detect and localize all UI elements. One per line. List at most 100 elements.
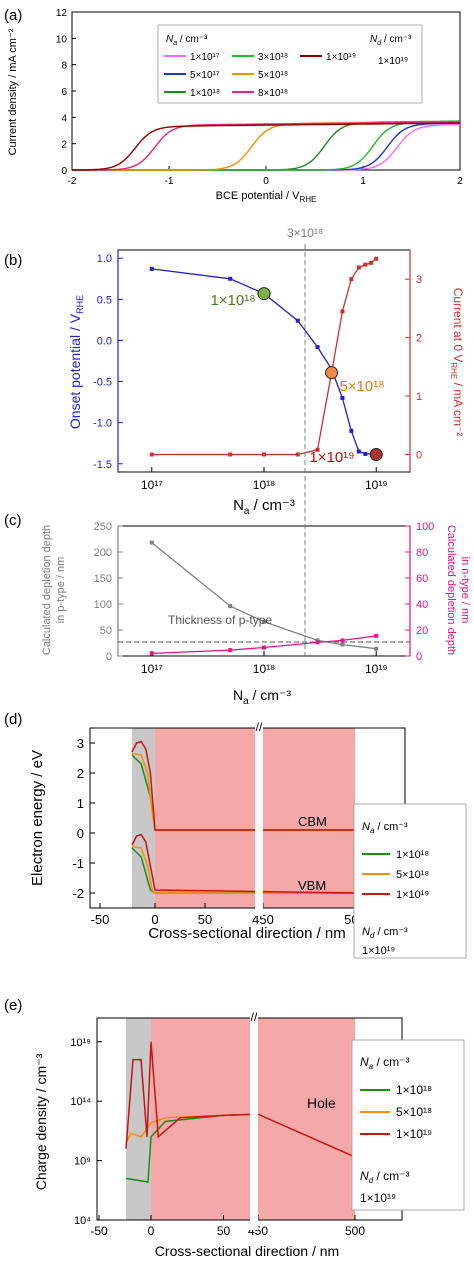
panel-b-highlight-1e19 bbox=[369, 447, 383, 461]
panel-d-axis-break-gap bbox=[255, 718, 263, 916]
panel-c-y-right-tick-label: 80 bbox=[416, 547, 428, 559]
panel-b-x-label: Na / cm⁻³ bbox=[233, 497, 295, 517]
panel-d-y-tick-label: 2 bbox=[77, 766, 84, 781]
panel-c-y-right-tick-label: 60 bbox=[416, 573, 428, 585]
panel-d-legend-box bbox=[353, 803, 467, 959]
panel-e-y-tick-label: 10¹⁹ bbox=[70, 1037, 91, 1049]
panel-d-series bbox=[131, 740, 356, 894]
panel-a-x-ticks: -2 -1 0 1 2 bbox=[68, 166, 463, 187]
panel-b-onset-point bbox=[149, 266, 154, 271]
panel-b-y-left-tick-label: 0.0 bbox=[97, 335, 112, 347]
panel-e-legend-nd-title: Nd / cm⁻³ bbox=[360, 1169, 409, 1185]
panel-a-curve-4 bbox=[72, 121, 460, 171]
panel-b-y-left-tick-label: 1.0 bbox=[97, 253, 112, 265]
panel-d-legend-na-title: Na / cm⁻³ bbox=[362, 821, 408, 835]
panel-c-p-point bbox=[149, 540, 154, 545]
panel-d-legend-entries: 1×10¹⁸ 5×10¹⁸ 1×10¹⁹ bbox=[362, 849, 429, 901]
panel-d-y-tick-label: -2 bbox=[72, 886, 84, 901]
panel-a-y-tick-label: 8 bbox=[61, 61, 67, 72]
panel-a-x-tick-label: 1 bbox=[360, 176, 366, 187]
panel-e-x-tick-label: -50 bbox=[90, 1224, 108, 1238]
panel-c-y-right-label-1: Calculated depletion depth bbox=[445, 525, 457, 655]
panel-c-p-point bbox=[228, 604, 233, 609]
panel-e-x-tick-label: 50 bbox=[217, 1224, 231, 1238]
panel-b-series bbox=[149, 256, 383, 461]
panel-c-series bbox=[118, 540, 410, 656]
panel-b-onset-point bbox=[340, 396, 345, 400]
panel-c-p-point bbox=[374, 646, 379, 651]
panel-a-y-tick-label: 12 bbox=[56, 8, 68, 19]
panel-a-legend-label: 1×10¹⁷ bbox=[190, 52, 220, 63]
panel-e-label: (e) bbox=[4, 997, 22, 1014]
panel-e-axis-break-top: // bbox=[251, 1010, 258, 1024]
panel-a-y-tick-label: 10 bbox=[56, 34, 68, 45]
panel-b-y-left-tick-label: -1.0 bbox=[93, 418, 112, 430]
panel-a-curve-6 bbox=[72, 122, 460, 171]
panel-a-x-tick-label: 2 bbox=[457, 176, 463, 187]
panel-e-legend-box bbox=[351, 1039, 465, 1211]
panel-d-x-label: Cross-sectional direction / nm bbox=[148, 925, 346, 942]
panel-b-annotation-1e18: 1×10¹⁸ bbox=[210, 292, 255, 309]
panel-a-y-ticks: 0 2 4 6 8 10 12 bbox=[56, 8, 76, 177]
panel-d-cbm-label: CBM bbox=[298, 814, 327, 829]
panel-a-legend-label: 1×10¹⁸ bbox=[190, 88, 220, 99]
panel-a-curve-5 bbox=[72, 121, 460, 171]
panel-e-y-label: Charge density / cm⁻³ bbox=[33, 1053, 49, 1190]
panel-d-legend-label: 5×10¹⁸ bbox=[396, 869, 429, 881]
panel-d-legend-label: 1×10¹⁹ bbox=[396, 889, 429, 901]
panel-d-legend-nd-title: Nd / cm⁻³ bbox=[362, 926, 408, 940]
panel-c-n-point bbox=[340, 638, 345, 643]
panel-b-onset-point bbox=[356, 449, 361, 454]
panel-a-y-tick-label: 0 bbox=[61, 166, 67, 177]
panel-b-x-tick-label: 10¹⁸ bbox=[253, 478, 275, 492]
panel-c-y-left-tick-label: 250 bbox=[94, 521, 112, 533]
panel-c-y-left-tick-label: 200 bbox=[94, 547, 112, 559]
panel-c-y-left-tick-label: 100 bbox=[94, 599, 112, 611]
panel-a-legend-nd-value: 1×10¹⁹ bbox=[378, 56, 408, 67]
panel-d-x-tick-label: -50 bbox=[91, 912, 110, 927]
panel-b-current-point bbox=[349, 277, 354, 282]
panel-a-legend-entries: 1×10¹⁷ 5×10¹⁷ 1×10¹⁸ 3×10¹⁸ 5×10¹⁸ 8×10¹⁸ 1×10… bbox=[164, 52, 356, 99]
panel-b-onset-point bbox=[363, 451, 368, 456]
panel-a-y-tick-label: 2 bbox=[61, 140, 67, 151]
panel-d-y-tick-label: -1 bbox=[72, 856, 84, 871]
panel-a-legend-nd-title: Nd / cm⁻³ bbox=[370, 34, 412, 47]
panel-e-p-region bbox=[126, 1018, 151, 1220]
panel-c-n-point bbox=[228, 648, 233, 653]
panel-a-y-tick-label: 6 bbox=[61, 87, 67, 98]
panel-a-legend-na-title: Na / cm⁻³ bbox=[166, 34, 208, 47]
panel-a-legend-label: 3×10¹⁸ bbox=[258, 52, 288, 63]
panel-d-y-tick-label: 3 bbox=[77, 736, 84, 751]
panel-d-vbm-curve bbox=[131, 833, 356, 894]
panel-e-y-tick-label: 10¹⁴ bbox=[70, 1096, 91, 1108]
panel-b-current-point bbox=[228, 452, 233, 457]
panel-c-x-tick-label: 10¹⁹ bbox=[365, 662, 387, 676]
panel-b-annotation-1e19: 1×10¹⁹ bbox=[309, 449, 354, 466]
panel-a-curve-2 bbox=[72, 120, 460, 171]
panel-b-onset-point bbox=[349, 428, 354, 433]
panel-c-y-left-label-2: in p-type / nm bbox=[55, 557, 67, 624]
panel-a-x-tick-label: -1 bbox=[165, 176, 174, 187]
panel-a-x-tick-label: 0 bbox=[263, 176, 269, 187]
panel-c-annotation: Thickness of p-type bbox=[168, 613, 272, 627]
panel-e-x-tick-label: 0 bbox=[148, 1224, 155, 1238]
panel-b-y-right-tick-label: 3 bbox=[416, 274, 422, 286]
panel-d-y-tick-label: 1 bbox=[77, 796, 84, 811]
panel-d-y-label: Electron energy / eV bbox=[29, 750, 46, 886]
panel-c-y-right-tick-label: 20 bbox=[416, 625, 428, 637]
panel-c-y-right-tick-label: 0 bbox=[416, 651, 422, 663]
panel-c-label: (c) bbox=[4, 512, 22, 529]
panel-d-p-region bbox=[132, 728, 155, 908]
panel-a-y-tick-label: 4 bbox=[61, 113, 67, 124]
panel-c-y-left-tick-label: 0 bbox=[106, 651, 112, 663]
panel-e-series bbox=[125, 1041, 356, 1183]
panel-e-x-label: Cross-sectional direction / nm bbox=[155, 1243, 339, 1259]
panel-b-top-annotation: 3×10¹⁸ bbox=[287, 226, 323, 240]
panel-b-current-point bbox=[363, 262, 368, 267]
panel-d-label: (d) bbox=[4, 711, 22, 728]
panel-b-x-tick-label: 10¹⁷ bbox=[141, 478, 163, 492]
panel-b-current-point bbox=[369, 260, 374, 265]
